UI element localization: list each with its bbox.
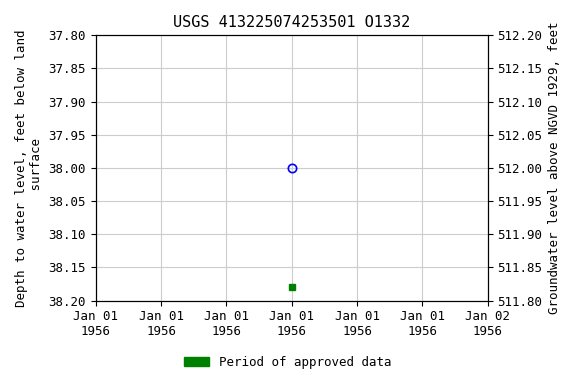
Y-axis label: Depth to water level, feet below land
 surface: Depth to water level, feet below land su… (15, 29, 43, 307)
Legend: Period of approved data: Period of approved data (179, 351, 397, 374)
Title: USGS 413225074253501 O1332: USGS 413225074253501 O1332 (173, 15, 410, 30)
Y-axis label: Groundwater level above NGVD 1929, feet: Groundwater level above NGVD 1929, feet (548, 22, 561, 314)
